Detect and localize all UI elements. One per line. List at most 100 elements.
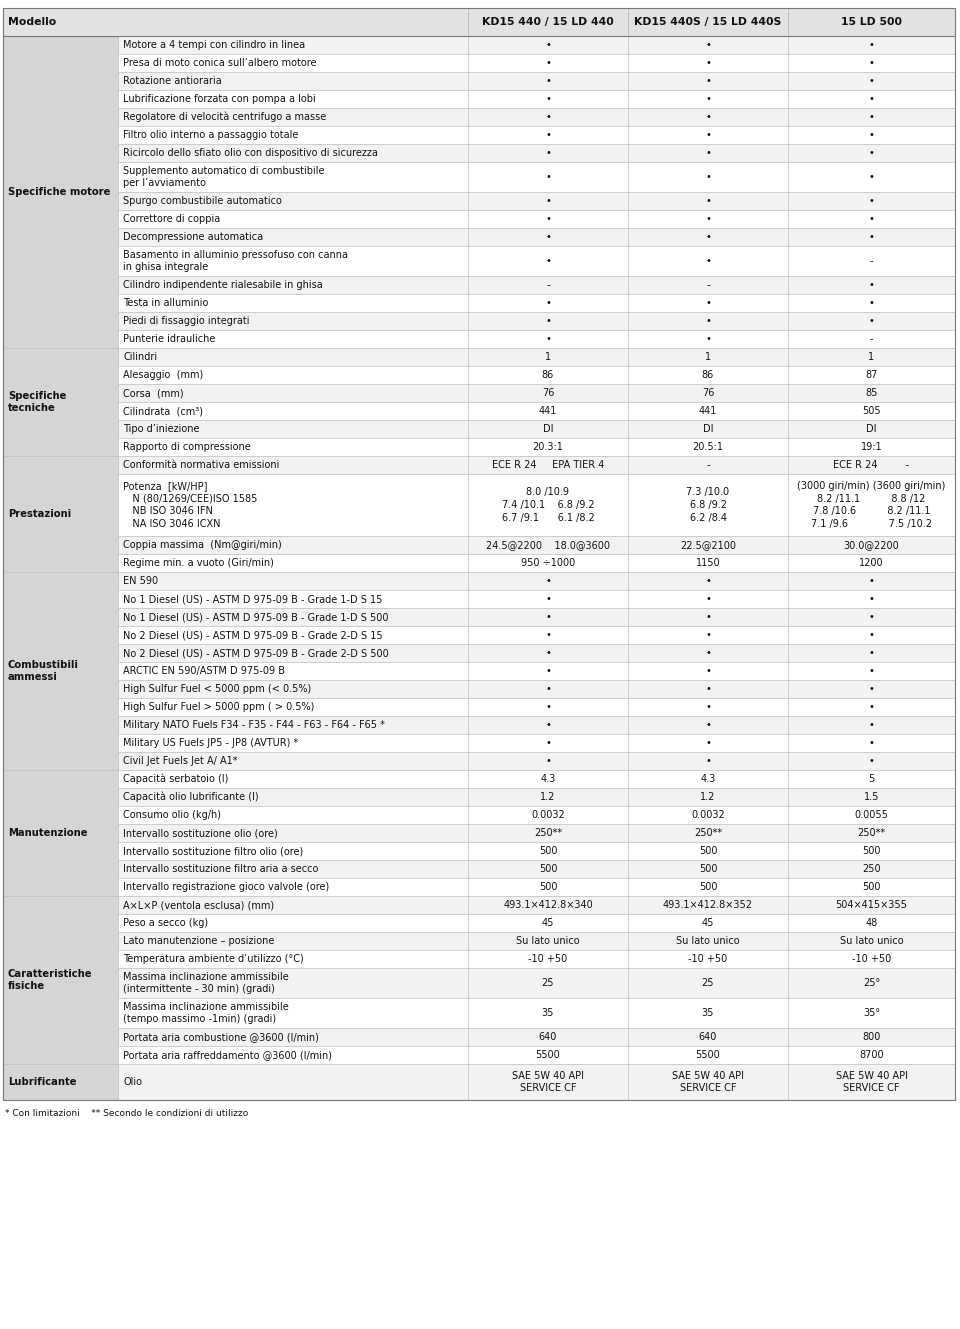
Bar [118, 932, 468, 950]
Text: •: • [545, 334, 551, 344]
Text: 493.1×412.8×352: 493.1×412.8×352 [663, 900, 753, 910]
Text: 0.0032: 0.0032 [691, 809, 725, 820]
Text: •: • [705, 256, 711, 266]
Bar [788, 645, 955, 662]
Bar [118, 950, 468, 968]
Bar [788, 420, 955, 439]
Bar [118, 824, 468, 843]
Bar [118, 698, 468, 716]
Bar [118, 72, 468, 90]
Bar [788, 229, 955, 246]
Bar [788, 1046, 955, 1065]
Text: •: • [545, 666, 551, 676]
Bar [3, 1065, 118, 1100]
Bar [468, 716, 628, 734]
Text: 5500: 5500 [536, 1050, 561, 1061]
Text: •: • [869, 171, 875, 182]
Text: Testa in alluminio: Testa in alluminio [123, 298, 208, 308]
Bar [468, 626, 628, 645]
Text: Alesaggio  (mm): Alesaggio (mm) [123, 369, 204, 380]
Text: •: • [869, 756, 875, 766]
Bar [788, 662, 955, 680]
Bar [118, 662, 468, 680]
Bar [628, 607, 788, 626]
Text: Corsa  (mm): Corsa (mm) [123, 388, 183, 397]
Text: 441: 441 [699, 405, 717, 416]
Bar [468, 788, 628, 805]
Bar [788, 294, 955, 312]
Text: Spurgo combustibile automatico: Spurgo combustibile automatico [123, 195, 282, 206]
Text: 1.2: 1.2 [540, 792, 556, 801]
Bar [628, 144, 788, 162]
Text: 76: 76 [541, 388, 554, 397]
Text: 1: 1 [869, 352, 875, 361]
Bar [118, 554, 468, 571]
Bar [118, 1046, 468, 1065]
Bar [118, 860, 468, 878]
Bar [468, 144, 628, 162]
Text: •: • [869, 58, 875, 68]
Text: •: • [545, 112, 551, 122]
Text: 7.3 /10.0
6.8 /9.2
6.2 /8.4: 7.3 /10.0 6.8 /9.2 6.2 /8.4 [686, 488, 730, 522]
Bar [628, 330, 788, 348]
Bar [118, 210, 468, 229]
Bar [628, 1065, 788, 1100]
Text: Regolatore di velocità centrifugo a masse: Regolatore di velocità centrifugo a mass… [123, 112, 326, 122]
Bar [788, 698, 955, 716]
Bar [788, 554, 955, 571]
Text: •: • [869, 649, 875, 658]
Text: 441: 441 [539, 405, 557, 416]
Bar [118, 384, 468, 401]
Bar [118, 571, 468, 590]
Text: KD15 440 / 15 LD 440: KD15 440 / 15 LD 440 [482, 17, 613, 27]
Text: 25: 25 [702, 978, 714, 987]
Text: •: • [705, 756, 711, 766]
Text: 22.5@2100: 22.5@2100 [680, 540, 736, 550]
Text: 500: 500 [539, 847, 557, 856]
Bar [628, 914, 788, 932]
Text: -10 +50: -10 +50 [852, 954, 891, 964]
Bar [468, 607, 628, 626]
Text: -: - [707, 280, 709, 290]
Bar [628, 294, 788, 312]
Bar [628, 590, 788, 607]
Bar [788, 330, 955, 348]
Bar [118, 914, 468, 932]
Bar [788, 54, 955, 72]
Bar [468, 108, 628, 126]
Text: 505: 505 [862, 405, 881, 416]
Bar [468, 645, 628, 662]
Text: 5: 5 [869, 773, 875, 784]
Text: •: • [705, 130, 711, 140]
Bar [788, 36, 955, 54]
Bar [788, 1065, 955, 1100]
Bar [628, 90, 788, 108]
Text: 500: 500 [699, 882, 717, 892]
Text: Filtro olio interno a passaggio totale: Filtro olio interno a passaggio totale [123, 130, 299, 140]
Text: Intervallo registrazione gioco valvole (ore): Intervallo registrazione gioco valvole (… [123, 882, 329, 892]
Text: 250**: 250** [534, 828, 562, 839]
Bar [788, 788, 955, 805]
Bar [118, 144, 468, 162]
Text: •: • [545, 316, 551, 326]
Text: •: • [705, 94, 711, 104]
Bar [468, 456, 628, 474]
Bar [468, 294, 628, 312]
Bar [628, 950, 788, 968]
Text: •: • [705, 195, 711, 206]
Bar [788, 805, 955, 824]
Bar [628, 805, 788, 824]
Text: SAE 5W 40 API
SERVICE CF: SAE 5W 40 API SERVICE CF [835, 1071, 907, 1094]
Bar [468, 662, 628, 680]
Bar [118, 276, 468, 294]
Text: Specifiche motore: Specifiche motore [8, 187, 110, 197]
Bar [3, 8, 955, 36]
Bar [628, 662, 788, 680]
Bar [628, 769, 788, 788]
Bar [628, 126, 788, 144]
Text: Military US Fuels JP5 - JP8 (AVTUR) *: Military US Fuels JP5 - JP8 (AVTUR) * [123, 738, 299, 748]
Bar [628, 312, 788, 330]
Bar [628, 878, 788, 896]
Text: KD15 440S / 15 LD 440S: KD15 440S / 15 LD 440S [635, 17, 781, 27]
Text: •: • [869, 594, 875, 603]
